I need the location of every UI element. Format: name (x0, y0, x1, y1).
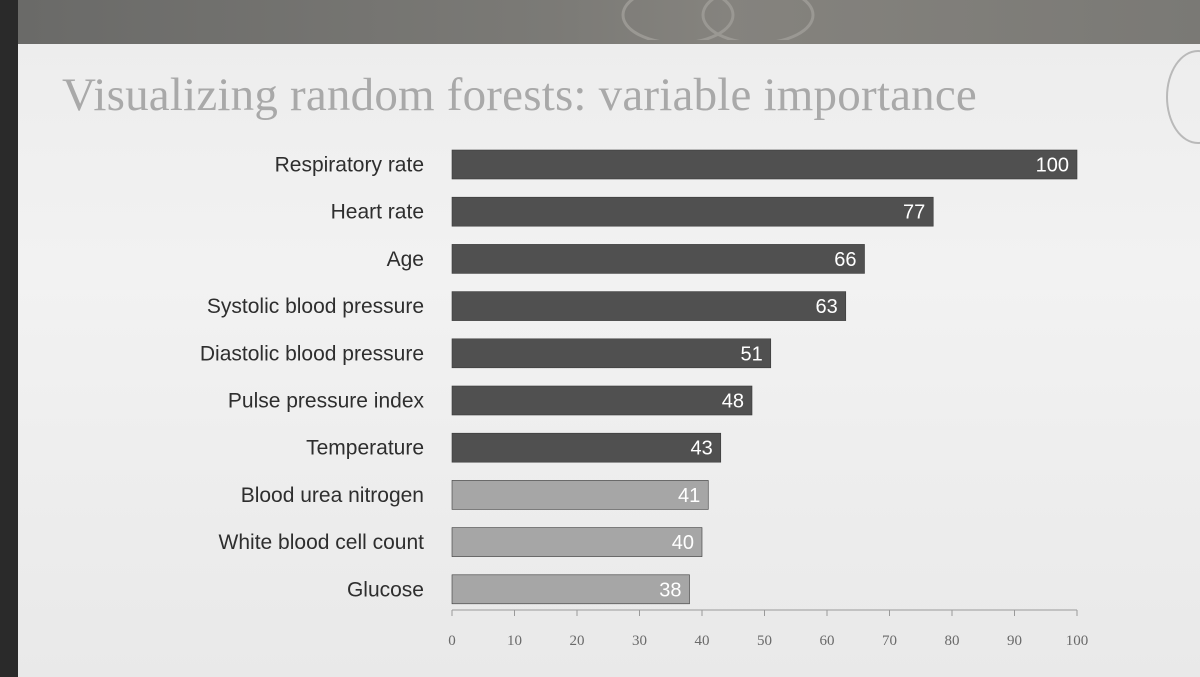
category-label: Blood urea nitrogen (241, 484, 424, 507)
x-tick-label: 70 (882, 633, 897, 649)
data-label: 77 (903, 202, 925, 224)
category-label: Temperature (306, 437, 424, 460)
category-label: Systolic blood pressure (207, 295, 424, 318)
x-tick-label: 10 (507, 633, 522, 649)
bar (451, 480, 709, 510)
x-tick-label: 20 (570, 633, 585, 649)
bar (451, 338, 772, 369)
data-label: 48 (722, 391, 744, 413)
data-label: 66 (834, 249, 856, 271)
bar (451, 527, 703, 557)
data-label: 38 (659, 579, 681, 601)
bar (451, 291, 847, 321)
category-label: Pulse pressure index (228, 390, 425, 413)
slide: Visualizing random forests: variable imp… (18, 0, 1200, 677)
category-label: Diastolic blood pressure (200, 342, 424, 365)
category-label: Respiratory rate (275, 154, 424, 177)
bar (451, 244, 865, 274)
data-label: 41 (678, 485, 700, 507)
data-label: 43 (691, 438, 713, 460)
x-tick-label: 80 (945, 633, 960, 649)
x-tick-label: 90 (1007, 633, 1022, 649)
category-label: White blood cell count (219, 531, 425, 554)
bar (451, 432, 722, 463)
x-tick-label: 50 (757, 633, 772, 649)
bar (451, 385, 753, 416)
x-tick-label: 0 (448, 633, 456, 649)
header-banner (18, 0, 1200, 44)
data-label: 63 (816, 296, 838, 318)
x-tick-label: 60 (820, 633, 835, 649)
data-label: 100 (1036, 155, 1069, 177)
category-label: Heart rate (331, 201, 424, 224)
x-tick-label: 40 (695, 633, 710, 649)
ornament-graphic (621, 0, 815, 40)
bar (451, 574, 690, 605)
category-label: Age (387, 248, 424, 271)
bar (451, 196, 934, 227)
x-tick-label: 100 (1066, 633, 1089, 649)
bar (451, 149, 1078, 180)
category-label: Glucose (347, 578, 424, 601)
data-label: 40 (672, 532, 694, 554)
x-tick-label: 30 (632, 633, 647, 649)
slide-title: Visualizing random forests: variable imp… (62, 69, 977, 121)
data-label: 51 (741, 343, 763, 365)
